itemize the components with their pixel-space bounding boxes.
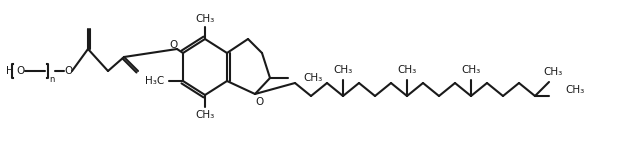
Text: O: O	[16, 66, 24, 76]
Text: CH₃: CH₃	[543, 67, 563, 77]
Text: CH₃: CH₃	[397, 65, 417, 75]
Text: CH₃: CH₃	[565, 85, 584, 95]
Text: H: H	[6, 66, 14, 76]
Text: n: n	[49, 75, 54, 83]
Text: CH₃: CH₃	[461, 65, 481, 75]
Text: CH₃: CH₃	[333, 65, 353, 75]
Text: O: O	[64, 66, 72, 76]
Text: CH₃: CH₃	[195, 110, 214, 120]
Text: O: O	[256, 97, 264, 107]
Text: O: O	[169, 40, 177, 50]
Text: CH₃: CH₃	[303, 73, 323, 83]
Text: H₃C: H₃C	[145, 76, 164, 86]
Text: CH₃: CH₃	[195, 14, 214, 24]
